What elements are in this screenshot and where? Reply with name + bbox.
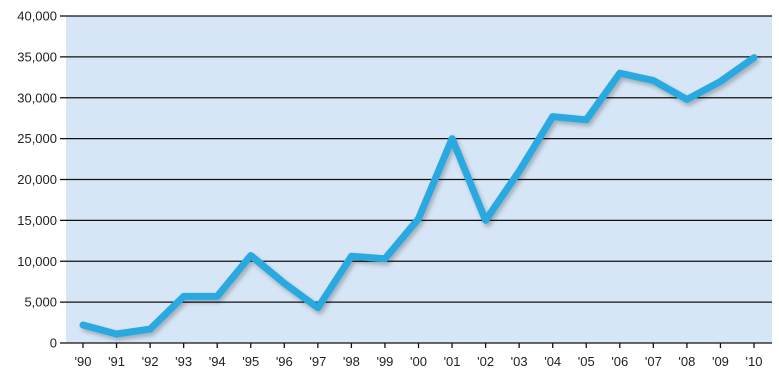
- x-tick-label: '07: [645, 354, 662, 369]
- x-tick-label: '92: [142, 354, 159, 369]
- x-tick-label: '08: [678, 354, 695, 369]
- y-tick-label: 15,000: [17, 213, 57, 228]
- y-tick-label: 25,000: [17, 131, 57, 146]
- x-tick-label: '95: [242, 354, 259, 369]
- y-tick-label: 35,000: [17, 49, 57, 64]
- y-tick-label: 40,000: [17, 9, 57, 24]
- y-tick-label: 30,000: [17, 90, 57, 105]
- y-tick-label: 0: [50, 336, 57, 351]
- y-tick-label: 20,000: [17, 172, 57, 187]
- x-tick-label: '09: [712, 354, 729, 369]
- x-tick-label: '06: [611, 354, 628, 369]
- x-tick-label: '10: [746, 354, 763, 369]
- x-tick-label: '00: [410, 354, 427, 369]
- x-axis-ticks: '90 '91 '92 '93 '94 '95 '96 '97 '98 '99 '00 '01 '02 '…: [75, 343, 763, 369]
- x-tick-label: '97: [309, 354, 326, 369]
- x-tick-label: '04: [544, 354, 561, 369]
- x-tick-label: '98: [343, 354, 360, 369]
- x-tick-label: '01: [444, 354, 461, 369]
- y-tick-label: 10,000: [17, 254, 57, 269]
- x-tick-label: '99: [376, 354, 393, 369]
- x-tick-label: '02: [477, 354, 494, 369]
- y-axis-ticks: 0 5,000 10,000 15,000 20,000 25,000 30,000 35,0…: [17, 9, 57, 351]
- x-tick-label: '90: [75, 354, 92, 369]
- x-tick-label: '94: [209, 354, 226, 369]
- x-tick-label: '91: [108, 354, 125, 369]
- y-tick-label: 5,000: [24, 295, 57, 310]
- x-tick-label: '03: [511, 354, 528, 369]
- x-tick-label: '96: [276, 354, 293, 369]
- x-tick-label: '93: [175, 354, 192, 369]
- series-layer: [79, 54, 758, 338]
- x-tick-label: '05: [578, 354, 595, 369]
